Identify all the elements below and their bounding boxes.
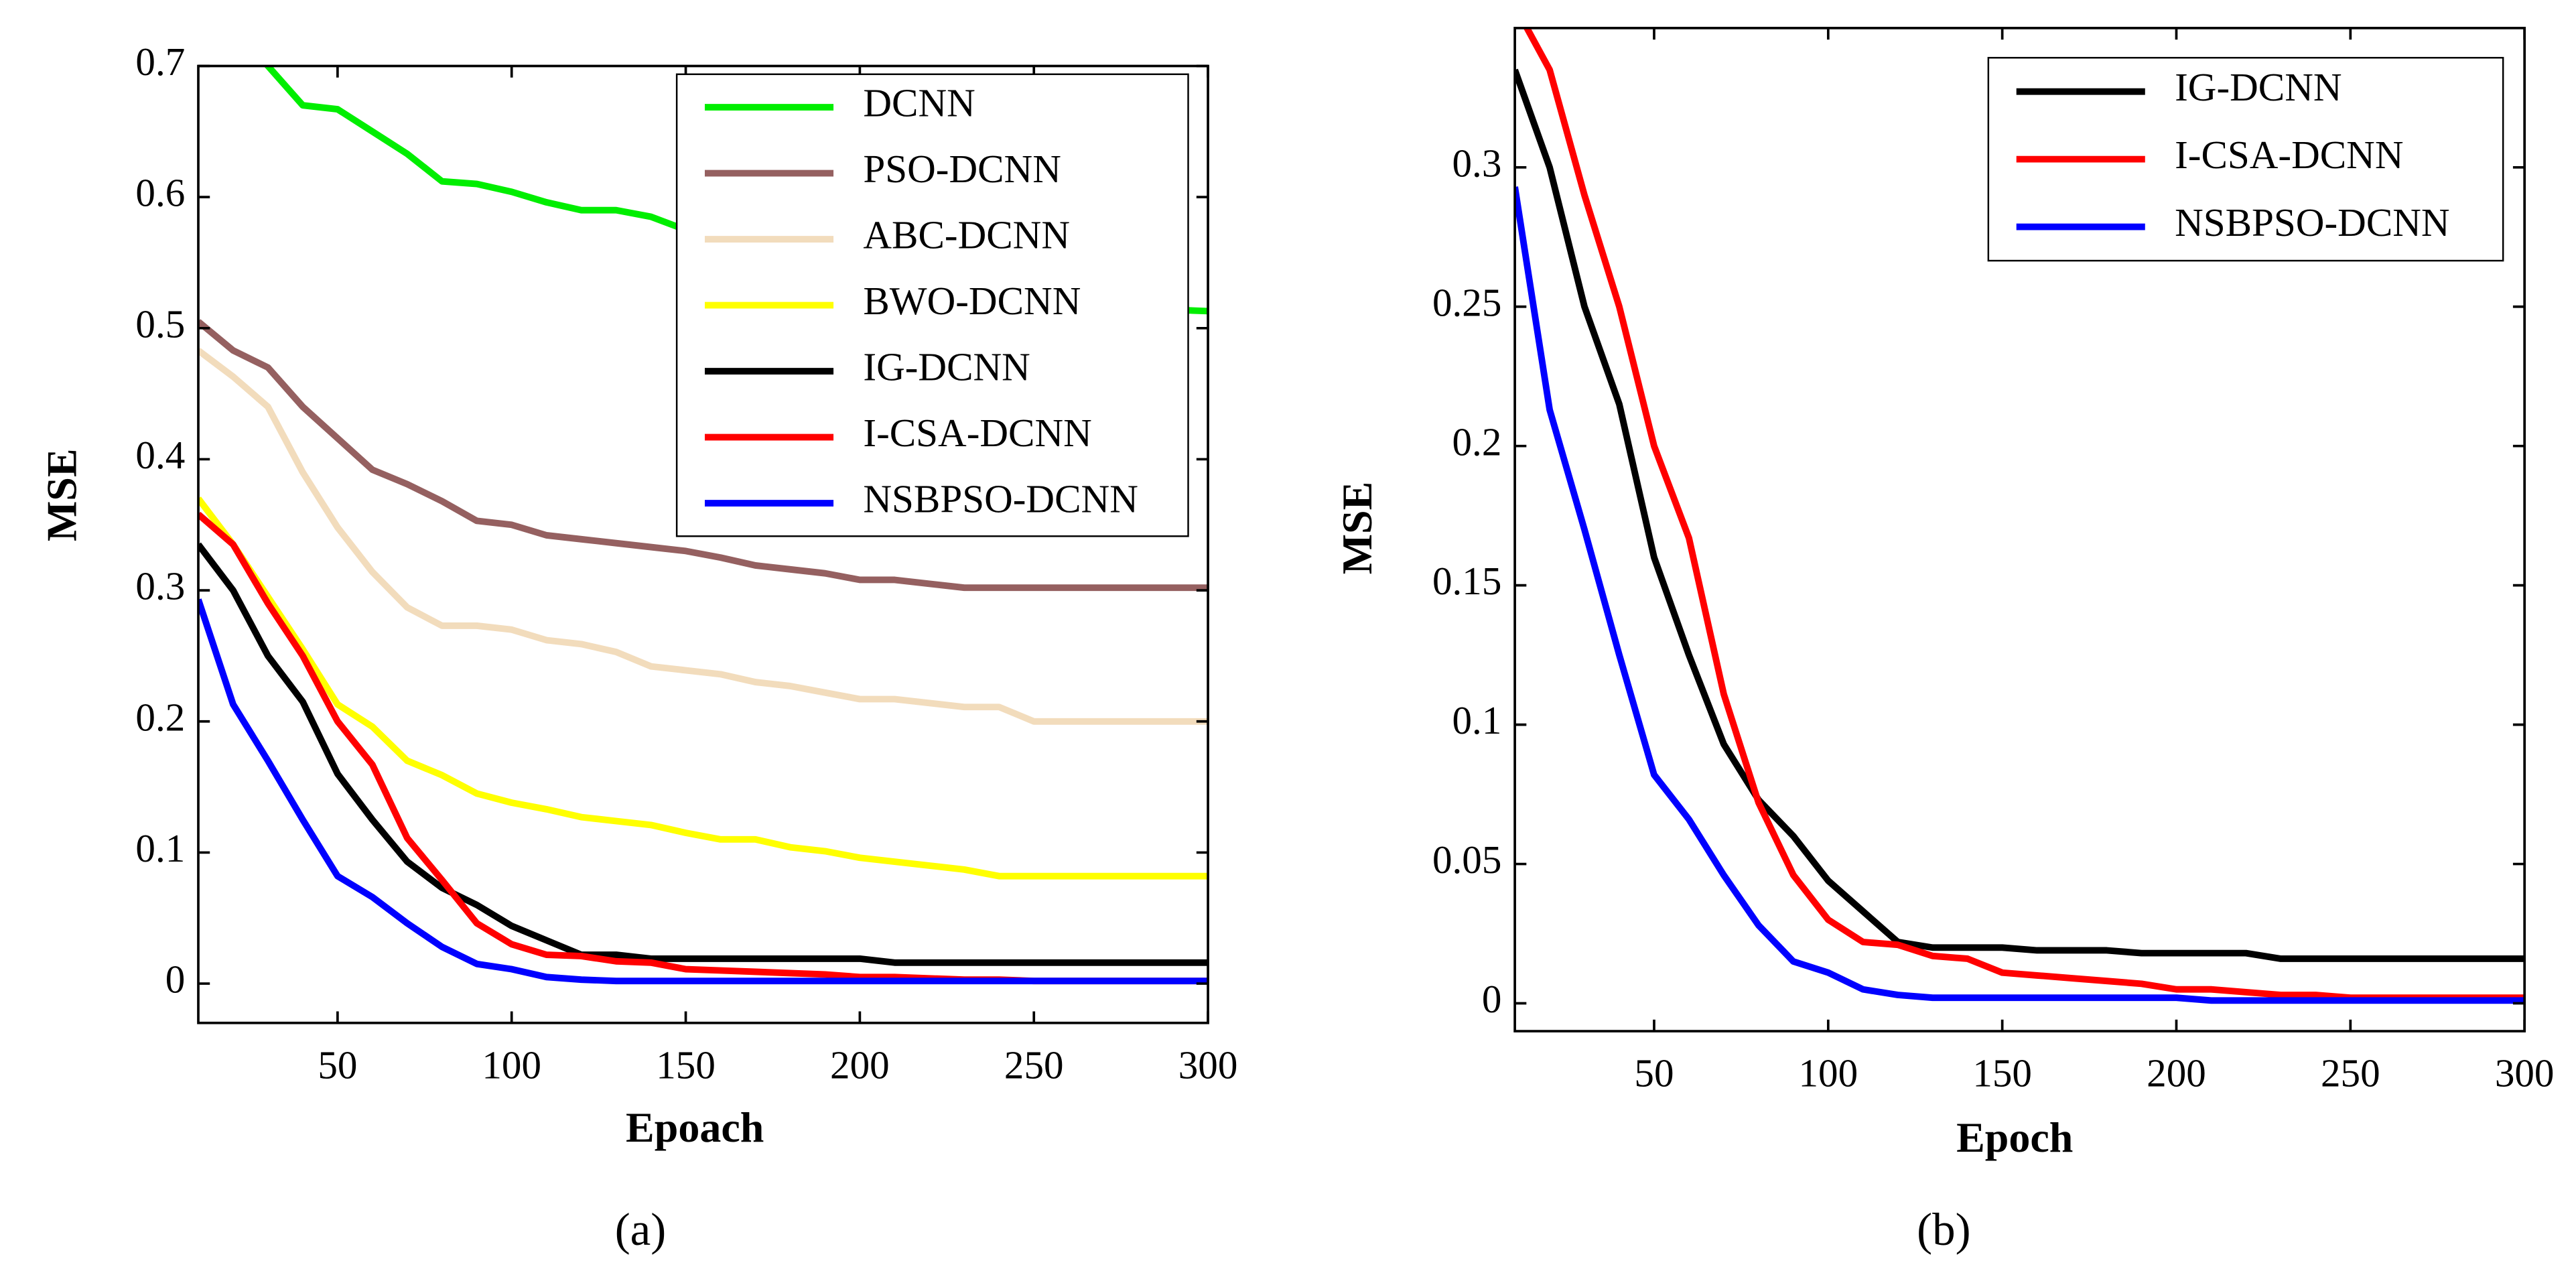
- legend-label: NSBPSO-DCNN: [863, 477, 1138, 521]
- series-line: [198, 542, 1209, 966]
- y-axis-label: MSE: [38, 448, 86, 541]
- x-tick-label: 200: [2147, 1051, 2206, 1095]
- series-line: [198, 319, 1209, 592]
- y-tick-label: 0: [1482, 977, 1502, 1021]
- x-tick-label: 300: [1178, 1043, 1238, 1087]
- x-tick-label: 250: [2321, 1051, 2380, 1095]
- axes-box: [197, 64, 1209, 1024]
- x-tick-label: 100: [482, 1043, 541, 1087]
- x-tick-label: 150: [1972, 1051, 2032, 1095]
- legend-label: I-CSA-DCNN: [2175, 133, 2403, 177]
- y-tick-label: 0: [165, 957, 186, 1002]
- y-tick-label: 0.25: [1432, 280, 1501, 324]
- chart: 0 0.05 0.1 0.15 0.2 0.25 0.3 50 100 150 200 250 300 E…: [1333, 27, 2555, 1255]
- y-tick-label: 0.2: [1452, 419, 1502, 464]
- y-tick-label: 0.1: [1452, 698, 1502, 742]
- y-tick-label: 0.3: [1452, 141, 1502, 185]
- x-tick-label: 200: [830, 1043, 890, 1087]
- chart: 0 0.1 0.2 0.3 0.4 0.5 0.6 0.7 50 100 150 200 250 300 E…: [38, 40, 1238, 1255]
- series-line: [198, 598, 1209, 985]
- x-tick-label: 150: [656, 1043, 716, 1087]
- y-axis-label: MSE: [1333, 482, 1381, 575]
- legend-label: ABC-DCNN: [863, 213, 1070, 257]
- y-tick-label: 0.05: [1432, 837, 1501, 882]
- legend-label: BWO-DCNN: [863, 279, 1081, 323]
- x-tick-label: 300: [2495, 1051, 2555, 1095]
- caption: (b): [1917, 1204, 1970, 1255]
- y-tick-label: 0.5: [135, 301, 185, 346]
- legend-label: I-CSA-DCNN: [863, 411, 1091, 455]
- legend-label: PSO-DCNN: [863, 147, 1061, 191]
- series-line: [1515, 186, 2525, 1004]
- x-axis-label: Epoach: [626, 1103, 764, 1151]
- x-tick-label: 250: [1004, 1043, 1064, 1087]
- y-tick-label: 0.4: [135, 433, 185, 477]
- x-tick-label: 50: [1634, 1051, 1674, 1095]
- x-tick-label: 50: [318, 1043, 357, 1087]
- legend-label: DCNN: [863, 81, 975, 125]
- y-tick-label: 0.15: [1432, 559, 1501, 603]
- legend-label: IG-DCNN: [863, 345, 1030, 389]
- y-tick-label: 0.3: [135, 564, 185, 608]
- series-line: [198, 496, 1209, 880]
- y-tick-label: 0.2: [135, 695, 185, 739]
- y-tick-label: 0.6: [135, 171, 185, 215]
- caption: (a): [615, 1204, 667, 1255]
- axes-box: [1513, 27, 2526, 1032]
- legend-label: NSBPSO-DCNN: [2175, 200, 2449, 245]
- legend-label: IG-DCNN: [2175, 65, 2342, 109]
- x-tick-label: 100: [1798, 1051, 1858, 1095]
- x-axis-label: Epoch: [1956, 1114, 2073, 1161]
- series-line: [198, 348, 1209, 725]
- y-tick-label: 0.7: [135, 40, 185, 84]
- y-tick-label: 0.1: [135, 826, 185, 870]
- series-line: [1515, 68, 2525, 962]
